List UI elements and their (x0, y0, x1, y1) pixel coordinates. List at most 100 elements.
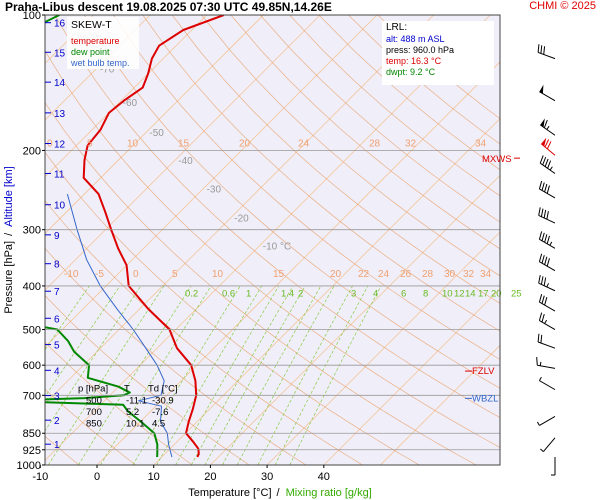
wind-barb-feather (538, 207, 541, 216)
altitude-tick-label: 2 (54, 416, 60, 427)
table-header: Td [°C] (148, 384, 178, 395)
theta-e-label: 0 (133, 269, 139, 280)
wind-barb (539, 84, 556, 102)
wind-barb-feather (540, 276, 544, 285)
wind-barb (538, 253, 556, 272)
x-axis-label-temp: Temperature [°C] (188, 487, 271, 499)
y-axis-label-pressure: Pressure [hPa] (3, 241, 15, 314)
wind-barb-staff (539, 416, 556, 426)
mixing-label: 0.2 (185, 289, 198, 300)
altitude-tick-label: 7 (54, 287, 60, 298)
wind-barb-feather (543, 209, 547, 219)
table-cell: -7.6 (152, 407, 168, 418)
wind-barb-half (539, 361, 542, 366)
wind-barb-feather (544, 158, 549, 167)
legend-title: SKEW-T (71, 19, 112, 31)
y-axis-label: Pressure [hPa] / Altitude [km] (3, 166, 15, 313)
isotherm-line (45, 15, 151, 121)
mixing-label: 6 (401, 289, 406, 300)
pressure-tick-label: 850 (23, 428, 41, 440)
isotherm-line (153, 118, 500, 465)
isotherm-line (45, 15, 491, 461)
isotherm-label: -60 (123, 98, 138, 109)
mixing-label: 20 (491, 289, 502, 300)
wind-barb-half (536, 421, 540, 426)
wind-barb (537, 333, 556, 349)
isotherm-line (96, 61, 500, 465)
isotherm-line (45, 15, 208, 178)
isotherm-label: -20 (234, 213, 249, 224)
temperature-profile (82, 15, 225, 458)
theta-label: 34 (475, 138, 487, 149)
legend-background (67, 17, 139, 69)
wind-barb-staff (540, 143, 556, 156)
theta-e-label: 28 (422, 269, 434, 280)
wind-barb-staff (543, 437, 556, 452)
mixing-label: 1.4 (281, 289, 294, 300)
wind-barb-staff (539, 91, 556, 102)
wind-barb-feather (544, 139, 550, 148)
wind-barb-pennant (541, 137, 547, 147)
altitude-tick-label: 3 (54, 392, 60, 403)
wind-barb-feather (544, 183, 548, 193)
table-cell: 500 (86, 396, 102, 407)
credit-text: CHMI © 2025 (529, 0, 596, 12)
mixing-label: 2 (298, 289, 303, 300)
wind-barb-feather (547, 160, 552, 169)
table-cell: 5.2 (126, 407, 139, 418)
isotherm-line (45, 15, 378, 348)
wind-barb (537, 44, 556, 60)
wind-barb-feather (542, 156, 547, 166)
wind-barb-feather (541, 232, 545, 241)
temperature-tick-label: -10 (32, 471, 48, 483)
mixing-label: 12 (454, 289, 465, 300)
wind-barb (540, 437, 556, 452)
chart-title: Praha-Libus descent 19.08.2025 07:30 UTC… (5, 0, 332, 14)
plot-border (44, 14, 501, 466)
wind-barb-feather (540, 45, 543, 54)
plot-background (45, 15, 500, 465)
wind-barb-half (546, 283, 549, 288)
mixing-label: 25 (511, 289, 522, 300)
theta-e-label: 15 (273, 269, 285, 280)
theta-e-label: -5 (95, 269, 104, 280)
isotherm-line (380, 344, 500, 465)
pressure-tick-label: 600 (23, 360, 41, 372)
theta-label: 15 (178, 138, 190, 149)
dry-adiabat (171, 15, 500, 304)
y-axis-label-separator: / (3, 232, 15, 236)
dry-adiabat (259, 15, 500, 223)
wind-barb-feather (546, 211, 549, 220)
x-axis-label: Temperature [°C] / Mixing ratio [g/kg] (188, 487, 372, 499)
table-header: T (124, 384, 130, 395)
altitude-tick-label: 13 (54, 109, 66, 120)
altitude-tick-label: 1 (54, 440, 60, 451)
dry-adiabat (201, 15, 500, 277)
isotherm-line (323, 288, 500, 465)
altitude-tick-label: 15 (54, 48, 66, 59)
wind-barb-feather (541, 182, 545, 191)
dewpoint-profile (45, 15, 159, 458)
level-table: p [hPa] T Td [°C] 500 -11.1 -30.9 700 5.2 -7.6 85… (78, 384, 178, 430)
pressure-tick-label: 700 (23, 390, 41, 402)
mxws-marker-label: MXWS (482, 154, 512, 165)
temperature-tick-label: 10 (148, 471, 160, 483)
altitude-axis: 16 15 14 13 12 11 10 9 8 7 6 5 4 3 2 1 (45, 19, 66, 451)
wind-barb (538, 231, 556, 249)
wind-barb-half (546, 125, 550, 130)
wind-barb-feather (546, 235, 550, 244)
theta-label: 24 (298, 138, 310, 149)
wind-barb-feather (538, 180, 543, 190)
wetbulb-profile (66, 193, 173, 458)
wind-barb (536, 357, 556, 369)
altitude-tick-label: 11 (54, 169, 65, 180)
theta-e-label: 5 (172, 269, 178, 280)
dry-adiabat (142, 15, 500, 332)
pressure-tick-label: 300 (23, 225, 41, 237)
wind-barb (536, 416, 556, 426)
wind-barb (539, 118, 556, 136)
altitude-tick-label: 4 (54, 366, 60, 377)
wind-barb (538, 180, 556, 199)
table-cell: 850 (86, 419, 102, 430)
